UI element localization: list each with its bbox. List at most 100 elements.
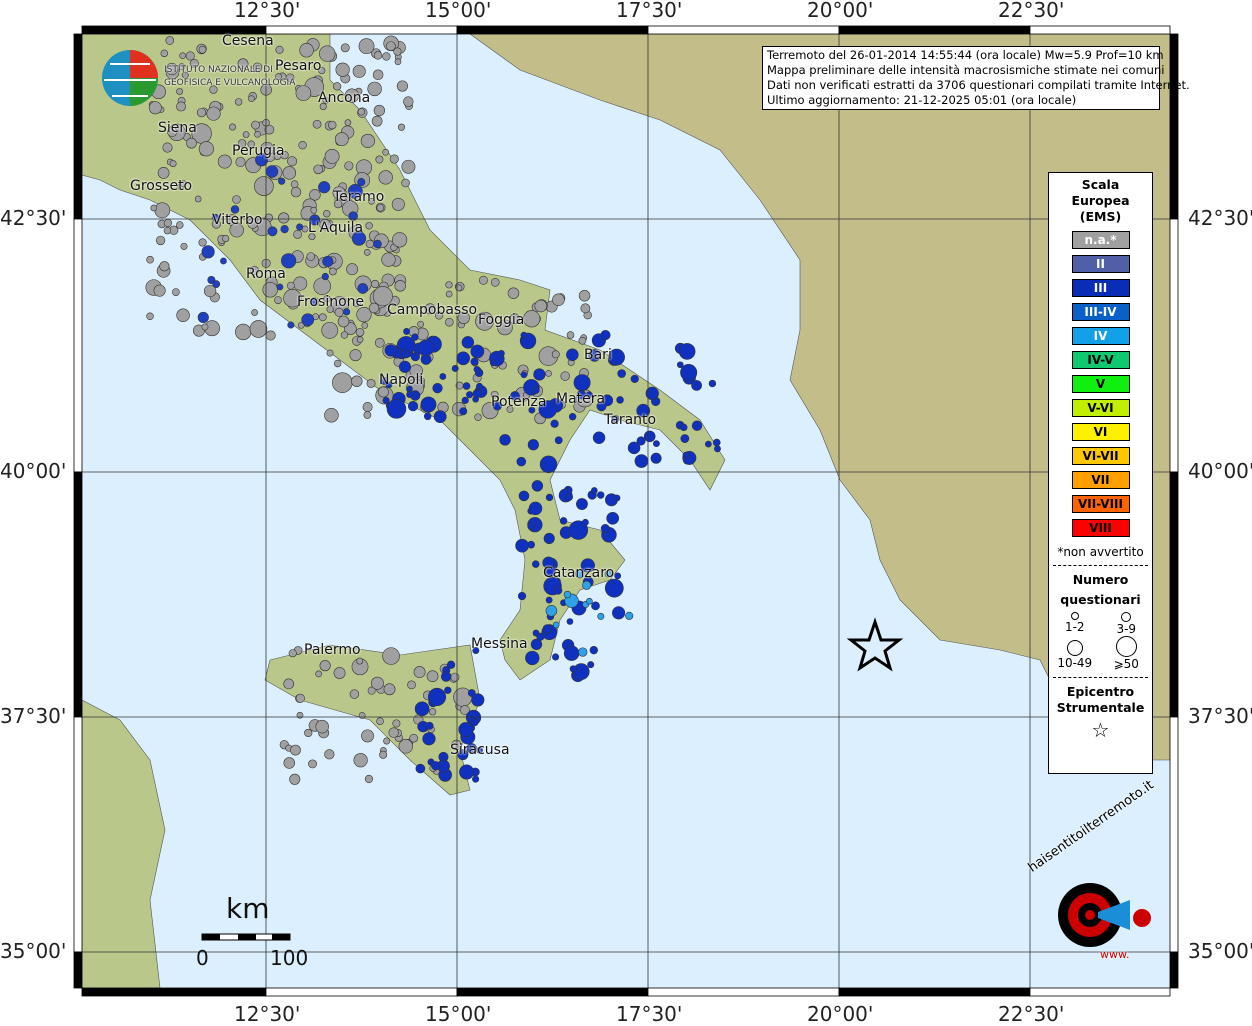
intensity-point: [360, 133, 375, 148]
intensity-point: [278, 177, 286, 185]
city-label: Campobasso: [387, 302, 478, 318]
intensity-point: [332, 372, 353, 393]
intensity-point: [232, 195, 241, 204]
intensity-point: [356, 657, 364, 665]
lat-label-left: 35°00': [0, 939, 67, 963]
intensity-point: [178, 63, 186, 71]
intensity-point: [247, 217, 259, 229]
intensity-point: [590, 487, 598, 494]
intensity-point: [545, 605, 558, 617]
intensity-point: [237, 58, 249, 70]
intensity-point: [324, 408, 339, 423]
intensity-point: [356, 306, 372, 323]
city-label: Siena: [158, 120, 197, 136]
intensity-point: [287, 156, 298, 167]
intensity-point: [352, 299, 361, 308]
intensity-point: [523, 310, 541, 328]
intensity-point: [181, 71, 189, 79]
legend-swatch: VI: [1071, 423, 1130, 441]
lon-label-bottom: 17°30': [616, 1002, 683, 1026]
intensity-point: [249, 320, 268, 338]
intensity-point: [377, 386, 389, 398]
intensity-point: [322, 96, 330, 104]
intensity-point: [265, 330, 276, 341]
frame-segment: [1169, 33, 1179, 220]
intensity-point: [414, 701, 430, 717]
intensity-point: [383, 737, 391, 745]
intensity-point: [247, 140, 255, 148]
intensity-point: [180, 180, 187, 187]
intensity-point: [606, 511, 620, 525]
intensity-point: [472, 389, 482, 398]
intensity-point: [386, 399, 407, 419]
intensity-point: [568, 520, 589, 540]
intensity-point: [278, 212, 290, 224]
intensity-point: [580, 303, 591, 314]
intensity-point: [282, 166, 297, 180]
intensity-point: [267, 226, 278, 237]
intensity-point: [457, 311, 470, 324]
intensity-point: [220, 257, 227, 265]
scale-bar: [201, 933, 291, 941]
intensity-point: [534, 299, 548, 313]
intensity-point: [572, 663, 590, 680]
intensity-point: [575, 569, 585, 579]
intensity-point: [407, 680, 416, 690]
intensity-point: [333, 199, 343, 209]
intensity-point: [473, 366, 481, 373]
intensity-point: [427, 687, 447, 706]
intensity-point: [712, 438, 721, 447]
info-line: Mappa preliminare delle intensità macros…: [767, 63, 1165, 77]
intensity-point: [358, 712, 366, 719]
intensity-point: [363, 249, 371, 256]
intensity-point: [600, 330, 611, 341]
intensity-point: [160, 49, 169, 58]
intensity-point: [329, 267, 337, 276]
intensity-point: [445, 281, 453, 289]
intensity-point: [617, 369, 626, 378]
intensity-point: [344, 88, 360, 103]
intensity-point: [680, 434, 690, 443]
intensity-point: [532, 386, 540, 394]
intensity-point: [150, 204, 158, 212]
city-label: Roma: [246, 266, 286, 282]
intensity-point: [349, 349, 362, 362]
intensity-point: [290, 186, 302, 198]
star-icon: ☆: [1091, 718, 1110, 742]
intensity-point: [370, 279, 380, 289]
intensity-point: [588, 349, 601, 362]
intensity-point: [372, 69, 384, 81]
intensity-point: [552, 653, 560, 661]
intensity-point: [406, 391, 413, 398]
intensity-point: [309, 214, 321, 226]
intensity-point: [604, 578, 624, 598]
lat-label-right: 42°30': [1188, 206, 1252, 230]
intensity-point: [286, 281, 295, 290]
intensity-point: [280, 225, 289, 234]
city-label: Matera: [556, 391, 606, 407]
intensity-point: [566, 618, 574, 625]
intensity-point: [467, 689, 476, 697]
intensity-point: [536, 632, 545, 641]
intensity-point: [589, 645, 598, 655]
scale-unit: km: [226, 892, 270, 925]
intensity-point: [169, 160, 177, 168]
intensity-point: [370, 676, 384, 690]
city-label: Palermo: [304, 642, 361, 658]
intensity-point: [262, 281, 278, 298]
intensity-point: [439, 373, 447, 380]
lat-label-right: 37°30': [1188, 704, 1252, 728]
intensity-point: [323, 295, 331, 303]
lon-label-top: 15°00': [425, 0, 492, 22]
intensity-point: [337, 315, 350, 328]
intensity-point: [363, 411, 372, 419]
city-label: Teramo: [333, 189, 385, 205]
intensity-point: [373, 239, 382, 249]
info-line: Dati non verificati estratti da 3706 que…: [767, 78, 1190, 92]
intensity-point: [313, 164, 323, 175]
intensity-point: [470, 344, 485, 359]
intensity-points: [145, 35, 721, 785]
intensity-point: [568, 413, 577, 421]
intensity-point: [457, 749, 469, 761]
intensity-point: [176, 221, 184, 229]
